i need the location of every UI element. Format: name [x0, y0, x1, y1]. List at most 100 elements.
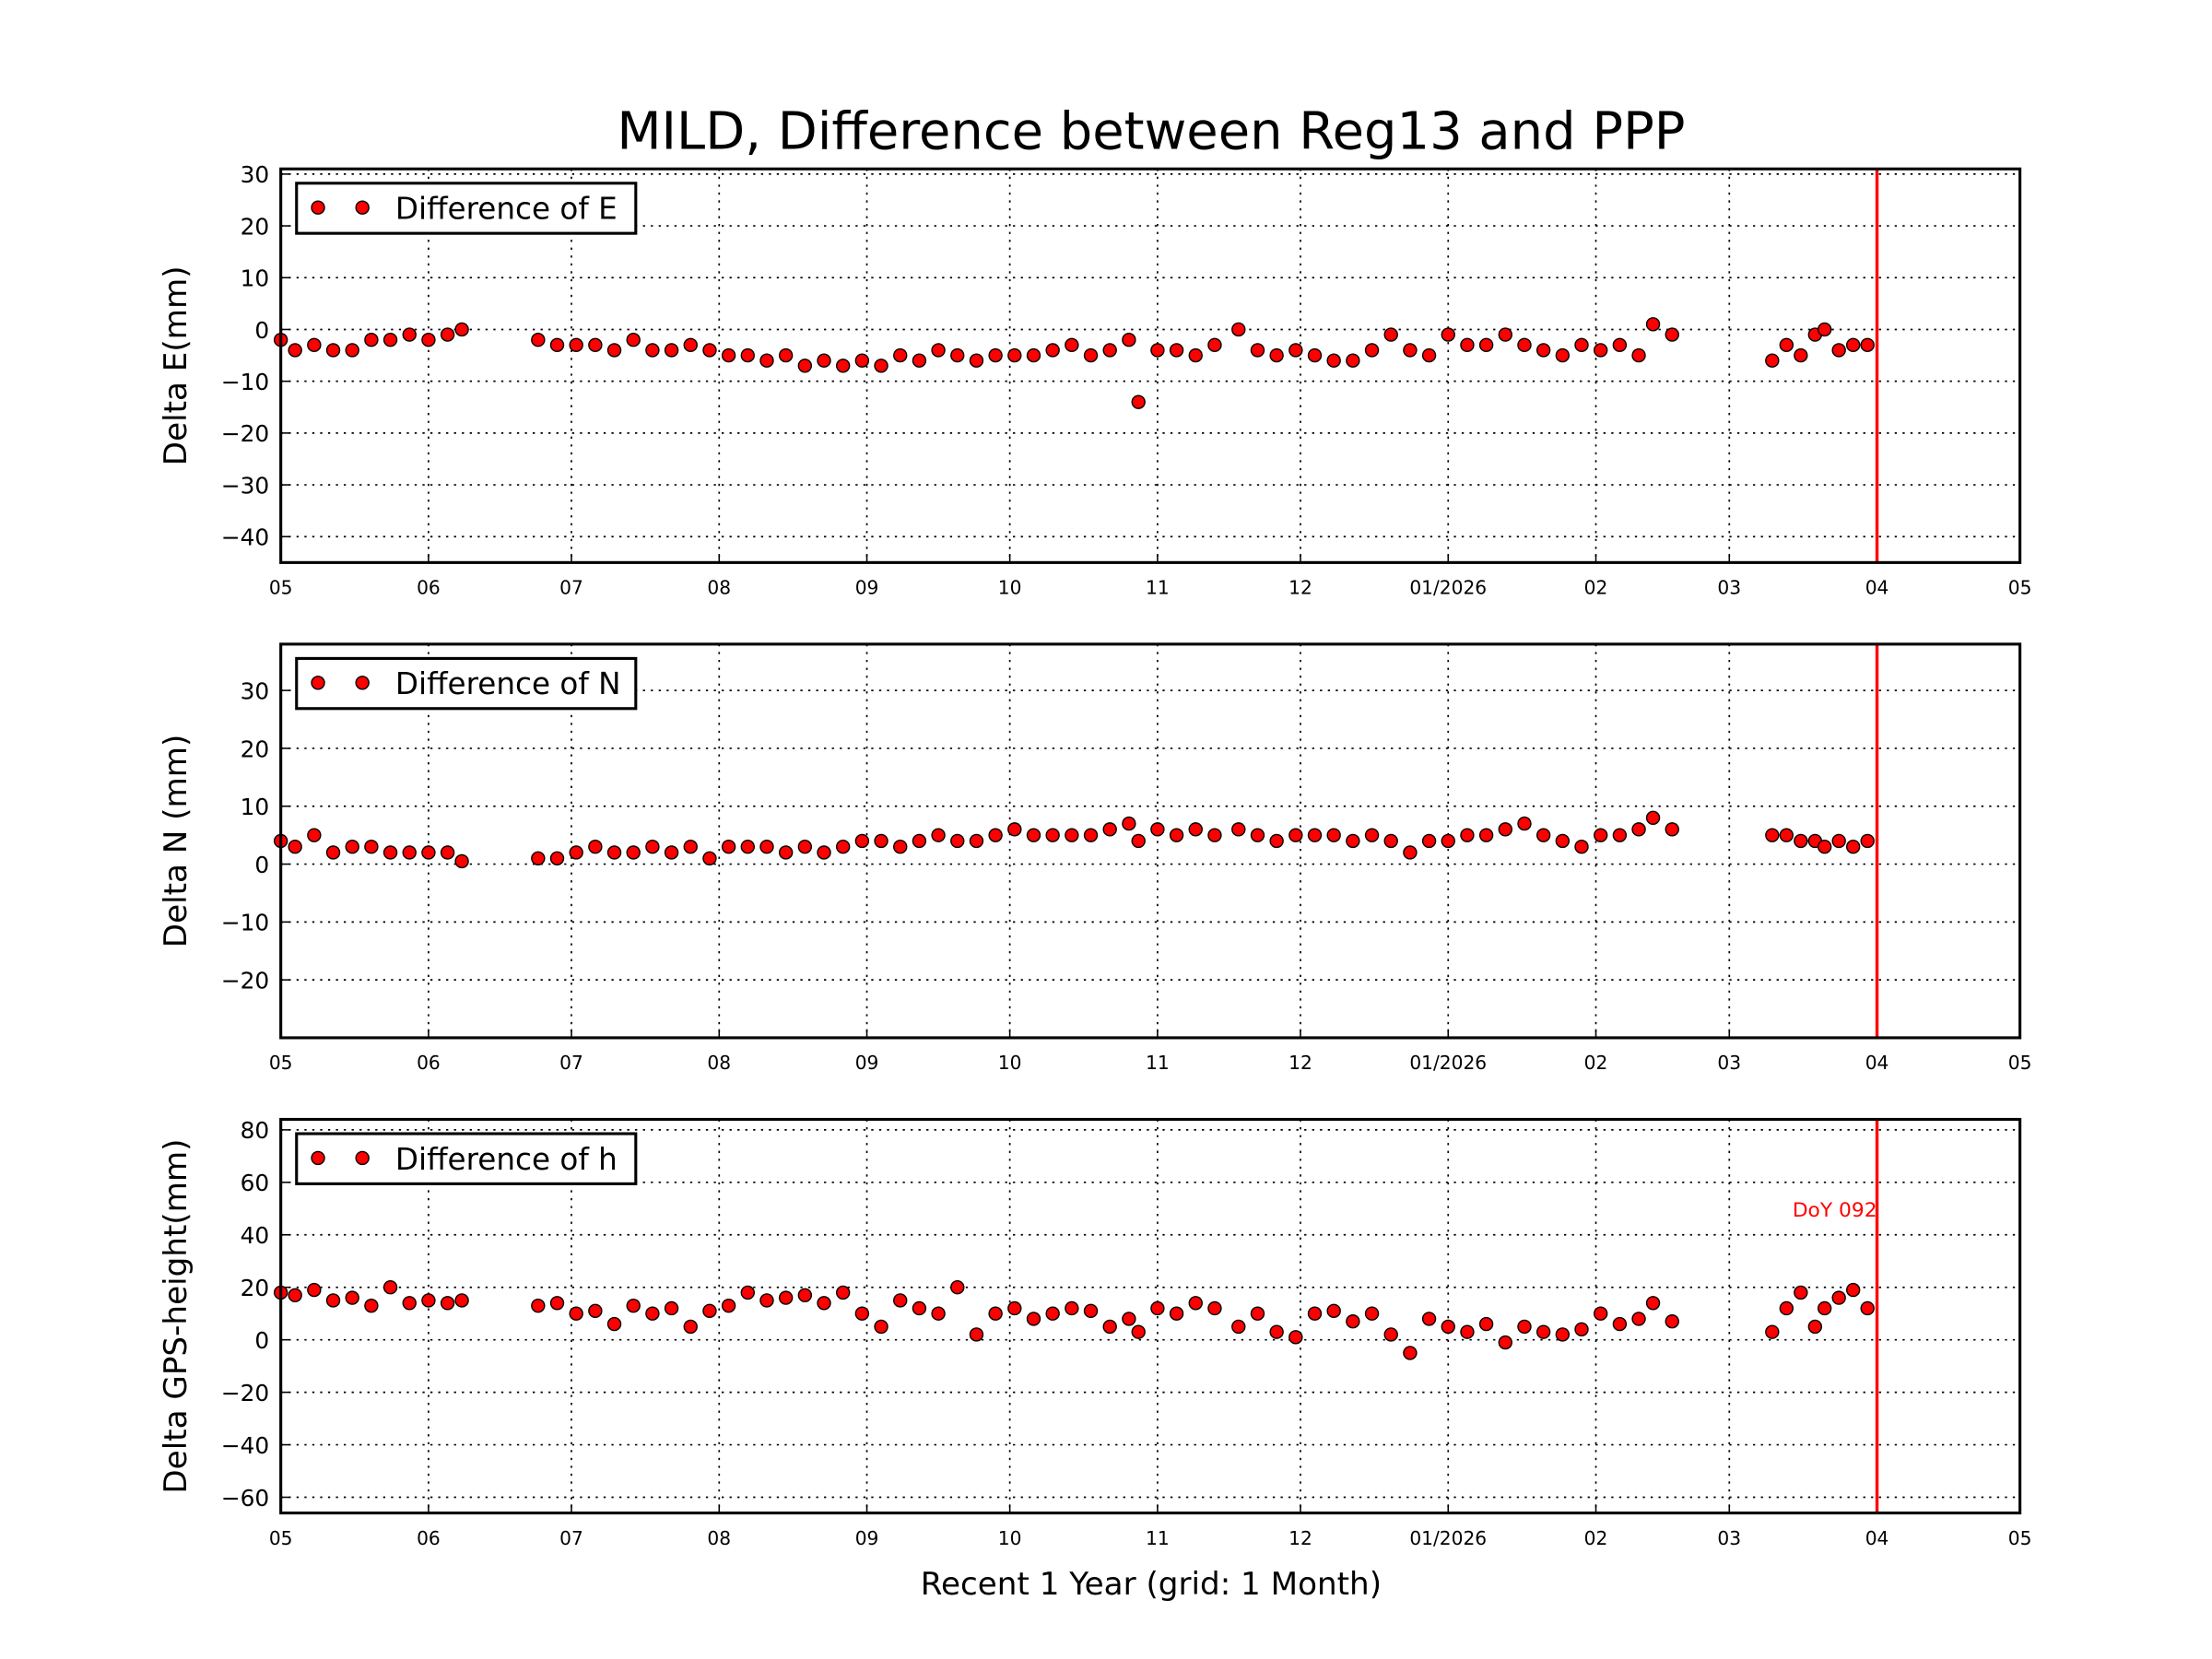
data-point — [950, 833, 965, 849]
x-tick-label: 05 — [269, 577, 293, 599]
data-point — [1846, 337, 1861, 353]
x-tick-label: 07 — [559, 1052, 583, 1074]
y-tick-label: 60 — [241, 1170, 270, 1196]
data-point — [797, 840, 813, 854]
data-point — [1364, 343, 1380, 358]
data-point — [1498, 822, 1512, 837]
data-point — [854, 833, 870, 849]
data-point — [402, 845, 417, 860]
chart-title: MILD, Difference between Reg13 and PPP — [617, 102, 1685, 162]
y-tick-label: 10 — [241, 794, 270, 820]
data-point — [1207, 828, 1222, 842]
x-tick-label: 01/2026 — [1409, 1527, 1487, 1549]
data-point — [1364, 828, 1380, 842]
data-point — [606, 343, 622, 358]
data-point — [1807, 1319, 1823, 1335]
data-point — [1535, 343, 1551, 358]
legend-marker — [355, 200, 370, 215]
data-point — [931, 828, 946, 842]
data-point — [1269, 347, 1284, 363]
data-point — [382, 845, 398, 860]
data-point — [1846, 840, 1861, 854]
data-point — [1131, 833, 1146, 849]
data-point — [1007, 822, 1022, 837]
data-point — [325, 1293, 341, 1308]
data-point — [1045, 1306, 1060, 1321]
data-point — [1188, 347, 1203, 363]
data-point — [288, 1288, 302, 1302]
y-tick-label: −40 — [221, 1432, 269, 1459]
data-point — [1441, 833, 1455, 849]
data-point — [1860, 1300, 1875, 1316]
data-point — [1574, 337, 1589, 353]
data-point — [1026, 828, 1041, 842]
data-point — [1083, 347, 1099, 363]
data-point — [1231, 822, 1246, 837]
data-point — [1307, 1306, 1323, 1321]
data-point — [1045, 828, 1060, 842]
data-point — [307, 337, 322, 353]
y-axis-label: Delta N (mm) — [158, 735, 194, 948]
y-tick-label: 30 — [241, 677, 270, 704]
data-point — [588, 840, 603, 854]
x-tick-label: 03 — [1717, 577, 1741, 599]
data-point — [1288, 343, 1303, 358]
data-point — [569, 845, 583, 860]
legend-label: Difference of h — [395, 1142, 618, 1177]
data-point — [797, 1288, 813, 1302]
data-point — [606, 845, 622, 860]
data-point — [778, 1290, 794, 1305]
y-tick-label: −10 — [221, 369, 269, 395]
data-point — [1403, 1346, 1418, 1360]
data-point — [549, 851, 565, 865]
x-tick-label: 05 — [2008, 1527, 2032, 1549]
x-tick-label: 04 — [1865, 577, 1889, 599]
data-point — [1645, 317, 1661, 332]
data-point — [969, 833, 984, 849]
data-point — [1665, 1314, 1679, 1329]
data-point — [1831, 1290, 1846, 1305]
y-tick-label: −40 — [221, 524, 269, 551]
data-point — [740, 1285, 755, 1300]
data-point — [1122, 816, 1136, 831]
y-axis-label: Delta E(mm) — [158, 265, 194, 465]
x-tick-label: 01/2026 — [1409, 1052, 1487, 1074]
data-point — [1794, 833, 1808, 849]
x-tick-label: 02 — [1584, 1052, 1608, 1074]
x-tick-label: 11 — [1146, 577, 1170, 599]
data-point — [836, 1285, 851, 1300]
data-point — [440, 327, 455, 342]
data-point — [1498, 1335, 1512, 1350]
data-point — [1831, 833, 1846, 849]
data-point — [1631, 1312, 1646, 1326]
data-point — [1517, 337, 1532, 353]
x-tick-label: 05 — [2008, 1052, 2032, 1074]
data-point — [759, 353, 774, 368]
data-point — [702, 1303, 717, 1319]
legend-label: Difference of E — [395, 192, 618, 227]
data-point — [1169, 828, 1184, 842]
data-point — [421, 1293, 436, 1308]
data-point — [1535, 1324, 1551, 1339]
data-point — [288, 343, 302, 358]
x-tick-label: 12 — [1288, 577, 1312, 599]
data-point — [854, 353, 870, 368]
data-point — [1817, 840, 1832, 854]
data-point — [325, 343, 341, 358]
data-point — [931, 1306, 946, 1321]
data-point — [912, 1300, 927, 1316]
data-point — [1231, 1319, 1246, 1335]
data-point — [1250, 828, 1265, 842]
data-point — [569, 337, 583, 353]
data-point — [345, 840, 359, 854]
y-tick-label: 0 — [254, 317, 269, 344]
data-point — [1122, 333, 1136, 347]
data-point — [893, 840, 908, 854]
data-point — [1478, 1316, 1494, 1332]
x-tick-label: 05 — [269, 1527, 293, 1549]
data-point — [1645, 810, 1661, 825]
x-tick-label: 05 — [2008, 577, 2032, 599]
data-point — [1478, 337, 1494, 353]
data-point — [1083, 828, 1099, 842]
data-point — [874, 1319, 888, 1335]
